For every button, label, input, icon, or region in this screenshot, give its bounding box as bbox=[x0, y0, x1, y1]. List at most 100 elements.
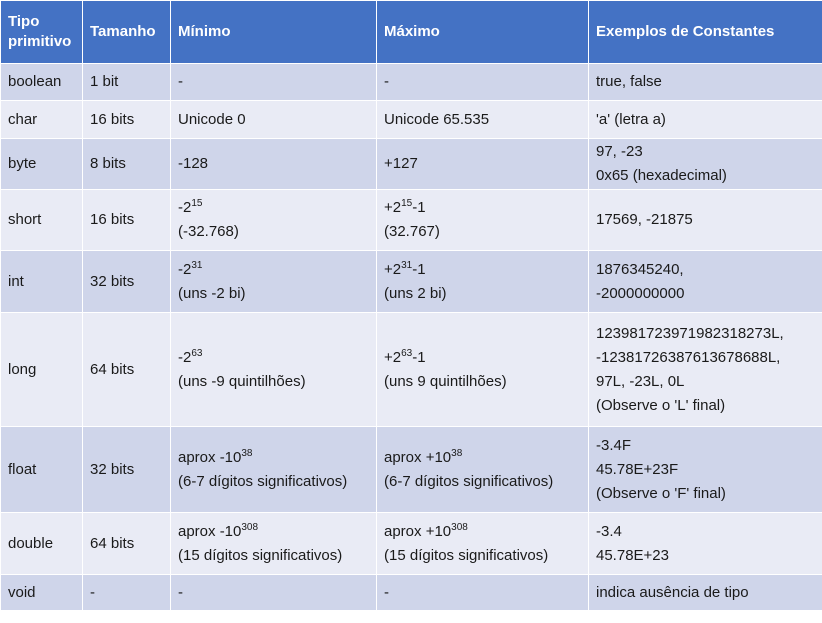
exponent: 63 bbox=[401, 347, 413, 359]
value-line: (6-7 dígitos significativos) bbox=[178, 472, 348, 490]
value-line: Unicode 0 bbox=[178, 110, 246, 128]
cell-max: Unicode 65.535 bbox=[376, 100, 589, 139]
value-line: (6-7 dígitos significativos) bbox=[384, 472, 554, 490]
cell-size: 1 bit bbox=[82, 63, 171, 101]
table-row: byte 8 bits -128 +127 97, -23 0x65 (hexadecim… bbox=[0, 138, 822, 190]
value-line: aprox +1038 bbox=[384, 447, 463, 466]
cell-max: - bbox=[376, 63, 589, 101]
example-line: true, false bbox=[596, 73, 662, 90]
cell-min: -215 (-32.768) bbox=[170, 189, 377, 251]
example-line: 0x65 (hexadecimal) bbox=[596, 167, 727, 184]
cell-min: - bbox=[170, 63, 377, 101]
exponent: 31 bbox=[191, 259, 203, 271]
exponent: 15 bbox=[191, 198, 203, 209]
cell-max: +215-1 (32.767) bbox=[376, 189, 589, 251]
cell-examples: -3.4F 45.78E+23F (Observe o 'F' final) bbox=[588, 426, 822, 513]
cell-min: -128 bbox=[170, 138, 377, 190]
table-row: char 16 bits Unicode 0 Unicode 65.535 'a' (l… bbox=[0, 100, 822, 139]
example-line: -2000000000 bbox=[596, 284, 685, 302]
header-size: Tamanho bbox=[82, 0, 171, 64]
value-line: (15 dígitos significativos) bbox=[384, 546, 549, 564]
value-line: +231-1 bbox=[384, 259, 426, 278]
cell-max: aprox +10308 (15 dígitos significativos) bbox=[376, 512, 589, 575]
value-line: (uns 9 quintilhões) bbox=[384, 372, 507, 390]
cell-min: aprox -10308 (15 dígitos significativos) bbox=[170, 512, 377, 575]
example-line: 45.78E+23 bbox=[596, 546, 669, 564]
exponent: 31 bbox=[401, 259, 413, 271]
value-line: (uns -9 quintilhões) bbox=[178, 372, 306, 390]
cell-type: char bbox=[0, 100, 83, 139]
value-line: +263-1 bbox=[384, 347, 426, 366]
cell-type: void bbox=[0, 574, 83, 611]
cell-min: -231 (uns -2 bi) bbox=[170, 250, 377, 313]
cell-max: +127 bbox=[376, 138, 589, 190]
table-row: int 32 bits -231 (uns -2 bi) +231-1 (uns 2 bi… bbox=[0, 250, 822, 313]
value-line: aprox -10308 bbox=[178, 521, 259, 540]
cell-size: 16 bits bbox=[82, 100, 171, 139]
table-row: float 32 bits aprox -1038 (6-7 dígitos sign… bbox=[0, 426, 822, 513]
value-line: - bbox=[178, 583, 183, 601]
cell-size: 32 bits bbox=[82, 426, 171, 513]
example-line: -3.4 bbox=[596, 522, 622, 540]
cell-examples: indica ausência de tipo bbox=[588, 574, 822, 611]
cell-max: +231-1 (uns 2 bi) bbox=[376, 250, 589, 313]
cell-size: - bbox=[82, 574, 171, 611]
value-line: (32.767) bbox=[384, 223, 440, 240]
exponent: 38 bbox=[451, 447, 463, 459]
cell-examples: 97, -23 0x65 (hexadecimal) bbox=[588, 138, 822, 190]
example-line: -3.4F bbox=[596, 436, 632, 454]
exponent: 38 bbox=[241, 447, 253, 459]
table-row: short 16 bits -215 (-32.768) +215-1 (32.767) 1… bbox=[0, 189, 822, 251]
example-line: -12381726387613678688L, bbox=[596, 348, 781, 366]
exponent: 15 bbox=[401, 198, 413, 209]
header-min: Mínimo bbox=[170, 0, 377, 64]
value-line: (-32.768) bbox=[178, 223, 239, 240]
cell-examples: -3.4 45.78E+23 bbox=[588, 512, 822, 575]
exponent: 63 bbox=[191, 347, 203, 359]
cell-size: 64 bits bbox=[82, 312, 171, 427]
cell-examples: 123981723971982318273L, -1238172638761367… bbox=[588, 312, 822, 427]
value-line: +215-1 bbox=[384, 198, 426, 217]
value-line: -231 bbox=[178, 259, 203, 278]
example-line: 1876345240, bbox=[596, 260, 684, 278]
cell-type: byte bbox=[0, 138, 83, 190]
cell-type: long bbox=[0, 312, 83, 427]
cell-type: double bbox=[0, 512, 83, 575]
header-type: Tipo primitivo bbox=[0, 0, 83, 64]
example-line: 45.78E+23F bbox=[596, 460, 679, 478]
cell-min: - bbox=[170, 574, 377, 611]
value-line: (uns 2 bi) bbox=[384, 284, 447, 302]
example-line: indica ausência de tipo bbox=[596, 583, 749, 601]
example-line: 97, -23 bbox=[596, 143, 643, 160]
value-line: Unicode 65.535 bbox=[384, 110, 490, 128]
header-max: Máximo bbox=[376, 0, 589, 64]
header-row: Tipo primitivo Tamanho Mínimo Máximo Exe… bbox=[0, 0, 822, 64]
cell-examples: 17569, -21875 bbox=[588, 189, 822, 251]
cell-examples: 1876345240, -2000000000 bbox=[588, 250, 822, 313]
value-line: (15 dígitos significativos) bbox=[178, 546, 343, 564]
cell-min: Unicode 0 bbox=[170, 100, 377, 139]
example-line: 17569, -21875 bbox=[596, 211, 693, 228]
value-line: aprox +10308 bbox=[384, 521, 468, 540]
value-line: - bbox=[384, 73, 389, 90]
table-row: long 64 bits -263 (uns -9 quintilhões) +263-… bbox=[0, 312, 822, 427]
example-line: (Observe o 'F' final) bbox=[596, 484, 726, 502]
value-line: -263 bbox=[178, 347, 203, 366]
example-line: 123981723971982318273L, bbox=[596, 324, 784, 342]
cell-min: aprox -1038 (6-7 dígitos significativos) bbox=[170, 426, 377, 513]
example-line: 'a' (letra a) bbox=[596, 110, 666, 128]
cell-type: int bbox=[0, 250, 83, 313]
cell-type: float bbox=[0, 426, 83, 513]
cell-max: aprox +1038 (6-7 dígitos significativos) bbox=[376, 426, 589, 513]
table-row: void - - - indica ausência de tipo bbox=[0, 574, 822, 611]
header-examples: Exemplos de Constantes bbox=[588, 0, 822, 64]
cell-examples: true, false bbox=[588, 63, 822, 101]
cell-size: 32 bits bbox=[82, 250, 171, 313]
value-line: - bbox=[178, 73, 183, 90]
table-row: double 64 bits aprox -10308 (15 dígitos sig… bbox=[0, 512, 822, 575]
cell-size: 64 bits bbox=[82, 512, 171, 575]
cell-type: short bbox=[0, 189, 83, 251]
value-line: -128 bbox=[178, 155, 209, 172]
value-line: - bbox=[384, 583, 389, 601]
